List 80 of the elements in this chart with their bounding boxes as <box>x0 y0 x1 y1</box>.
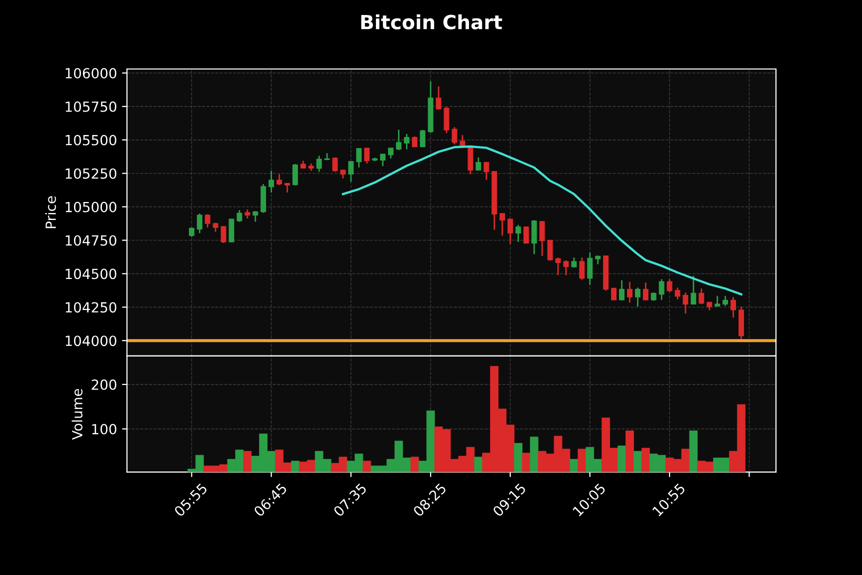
candlestick <box>396 129 402 151</box>
candlestick <box>420 129 426 148</box>
candlestick <box>563 260 569 276</box>
candlestick <box>682 292 688 314</box>
y-tick-label: 104000 <box>66 336 116 346</box>
candlestick <box>236 209 242 222</box>
candlestick <box>690 275 696 306</box>
candlestick <box>523 226 529 244</box>
bar <box>291 460 300 472</box>
candlestick <box>722 295 728 307</box>
y-tick-label: 105250 <box>66 168 116 179</box>
bar <box>474 456 483 472</box>
y-tick-label: 104500 <box>66 268 116 280</box>
candlestick <box>611 287 617 302</box>
y-axis-title: Price <box>45 196 56 228</box>
candlestick <box>674 286 680 300</box>
bar <box>618 446 626 472</box>
y-tick-label: 106000 <box>66 68 116 78</box>
bar <box>410 456 419 472</box>
chart-title: Bitcoin Chart <box>361 14 502 30</box>
bar <box>362 460 372 472</box>
candlestick <box>500 212 506 237</box>
candlestick <box>196 212 202 234</box>
candlestick <box>268 170 274 194</box>
line-series <box>342 145 742 296</box>
candlestick <box>228 218 234 243</box>
candlestick <box>388 147 394 160</box>
candlestick <box>658 278 664 301</box>
candlestick <box>531 219 537 255</box>
bar <box>522 452 530 472</box>
candlestick <box>188 226 194 238</box>
bar <box>641 448 650 472</box>
bar <box>570 458 578 472</box>
candlestick <box>666 278 672 293</box>
candlestick <box>579 256 585 281</box>
candlestick <box>619 280 625 302</box>
candlestick <box>626 281 632 304</box>
candlestick <box>356 148 362 168</box>
y-tick-label: 104250 <box>66 302 116 313</box>
bar <box>626 430 634 472</box>
candlestick <box>220 226 226 244</box>
candlestick <box>364 147 370 164</box>
y-tick-label: 104750 <box>66 235 116 246</box>
y-tick-label: 105500 <box>66 134 116 146</box>
candlestick <box>252 210 258 222</box>
candlestick <box>698 288 704 305</box>
y-tick-label: 105750 <box>66 101 116 112</box>
candlestick <box>730 296 736 318</box>
y-tick-label: 105000 <box>66 202 116 212</box>
candlestick <box>571 256 577 268</box>
y-axis-title: Volume <box>72 388 82 440</box>
candlestick <box>204 213 210 228</box>
candlestick <box>452 126 458 146</box>
candlestick <box>634 286 640 308</box>
candlestick <box>508 218 513 245</box>
candlestick <box>316 155 322 172</box>
candlestick <box>515 224 521 243</box>
candlestick <box>380 153 386 167</box>
bar <box>530 436 538 472</box>
candlestick <box>484 161 490 180</box>
candlestick <box>587 252 593 286</box>
y-tick-label: 200 <box>92 379 116 390</box>
candlestick <box>332 156 338 172</box>
candlestick <box>276 173 282 186</box>
candlestick <box>539 220 545 257</box>
bar <box>514 442 522 472</box>
candlestick <box>555 256 561 276</box>
candlestick <box>444 106 450 134</box>
candlestick <box>436 86 442 110</box>
bar <box>243 450 252 472</box>
bar <box>578 448 586 472</box>
candlestick <box>468 145 474 175</box>
candlestick <box>476 156 482 172</box>
y-tick-label: 100 <box>92 424 116 434</box>
candlestick <box>292 163 298 186</box>
candlestick <box>348 160 354 182</box>
candlestick <box>642 282 648 302</box>
candlestick <box>404 133 410 150</box>
bar <box>689 430 698 472</box>
bar <box>634 450 642 472</box>
